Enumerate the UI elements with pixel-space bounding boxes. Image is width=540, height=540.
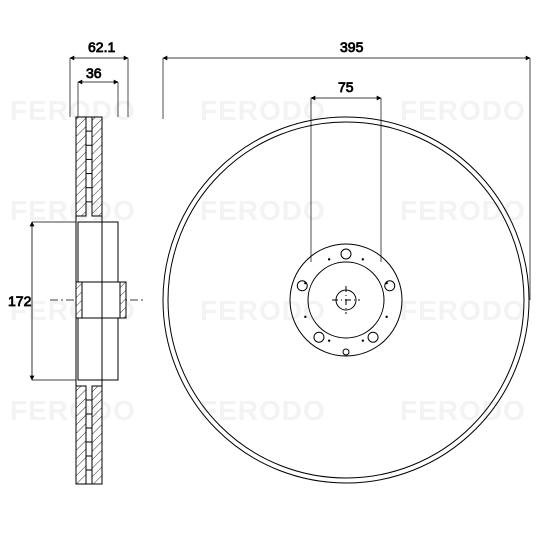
svg-text:FERODO: FERODO: [10, 195, 136, 226]
svg-text:FERODO: FERODO: [200, 295, 326, 326]
svg-text:FERODO: FERODO: [200, 195, 326, 226]
svg-text:172: 172: [8, 293, 32, 309]
svg-text:FERODO: FERODO: [400, 395, 526, 426]
svg-text:FERODO: FERODO: [400, 195, 526, 226]
technical-drawing: FERODO FERODO FERODO FERODO FERODO FERODO FERO…: [0, 0, 540, 540]
svg-text:FERODO: FERODO: [10, 395, 136, 426]
svg-text:36: 36: [86, 65, 102, 81]
svg-text:FERODO: FERODO: [400, 295, 526, 326]
svg-text:395: 395: [340, 39, 364, 55]
svg-text:62.1: 62.1: [88, 39, 115, 55]
svg-text:75: 75: [338, 79, 354, 95]
svg-text:FERODO: FERODO: [10, 95, 136, 126]
svg-text:FERODO: FERODO: [400, 95, 526, 126]
svg-text:FERODO: FERODO: [200, 395, 326, 426]
